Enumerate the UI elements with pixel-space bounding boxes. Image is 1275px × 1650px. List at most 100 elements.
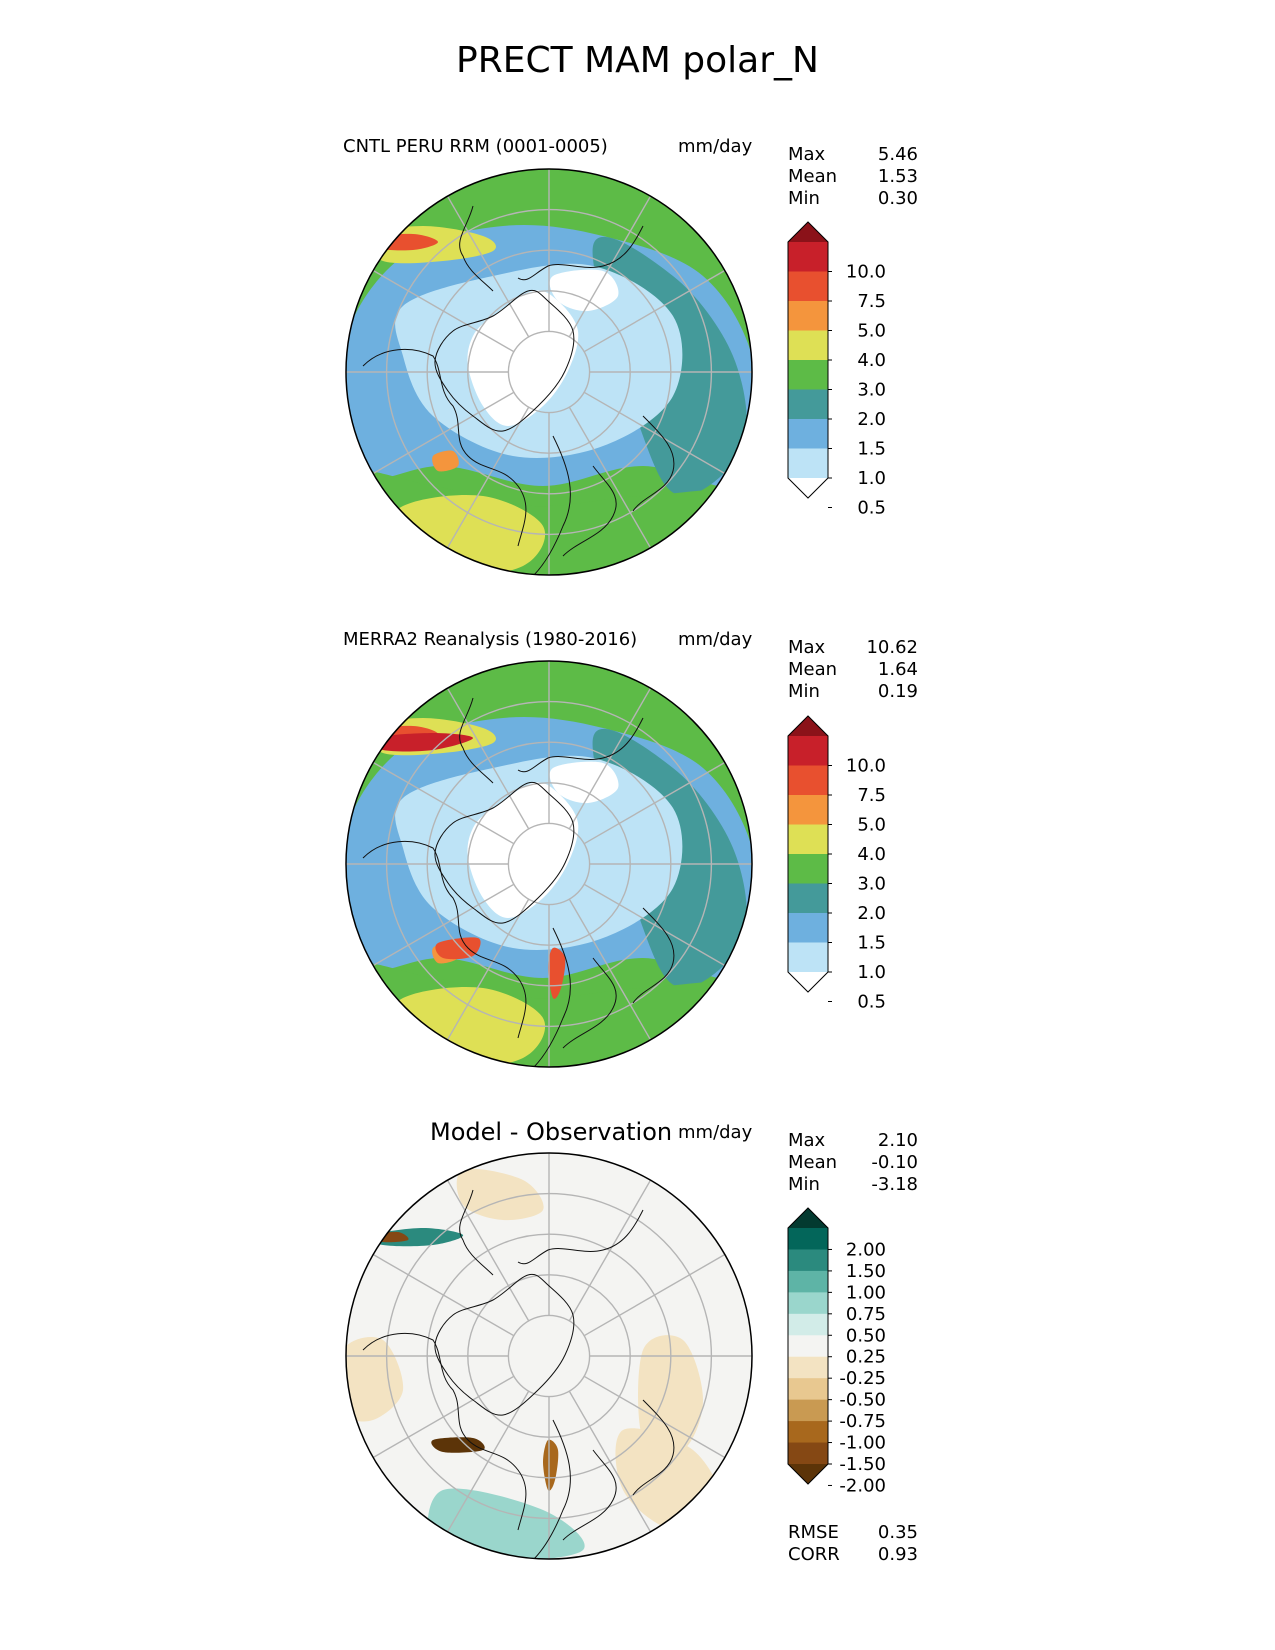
- map-border: [345, 1152, 753, 1560]
- coastline-segment: [517, 1209, 644, 1265]
- stat-label: Mean: [788, 1152, 838, 1173]
- colorbar-box: [788, 1399, 828, 1422]
- stat-label: Max: [788, 144, 826, 165]
- stat-label: Min: [788, 188, 820, 209]
- colorbar-tick-label: 0.50: [846, 1325, 886, 1346]
- colorbar-tick-label: 1.00: [846, 1282, 886, 1303]
- colorbar-tick-label: -2.00: [839, 1475, 886, 1496]
- meridian-line: [568, 1390, 652, 1533]
- colorbar-box: [788, 1378, 828, 1401]
- stat-label: Mean: [788, 659, 838, 680]
- stat-value: 10.62: [866, 637, 918, 658]
- colorbar-extension-bottom: [788, 972, 828, 992]
- colorbar-tick-label: 1.0: [857, 962, 886, 983]
- colorbar-tick-label: -1.00: [839, 1433, 886, 1454]
- colorbar-tick-label: 1.5: [857, 439, 886, 460]
- panel-1-units: mm/day: [678, 136, 753, 157]
- stat-value: 0.30: [877, 188, 918, 209]
- polar-map-observation: [345, 660, 753, 1068]
- colorbar-box: [788, 1292, 828, 1315]
- meridian-line: [568, 195, 652, 338]
- panel-3-units: mm/day: [678, 1122, 753, 1143]
- colorbar-box: [788, 913, 828, 943]
- colorbar-tick-label: -0.75: [839, 1411, 886, 1432]
- meridian-line: [583, 883, 726, 967]
- map-fill: [346, 169, 752, 575]
- colorbar-box: [788, 1442, 828, 1465]
- meridian-line: [372, 269, 515, 353]
- colorbar-box: [788, 765, 828, 796]
- colorbar-model: 10.0 7.5 5.0 4.0 3.0 2.0 1.5 1.0 0.5: [787, 221, 886, 519]
- meridian-line: [372, 883, 515, 967]
- colorbar-extension-top: [788, 222, 828, 242]
- colorbar-extension-top: [788, 716, 828, 736]
- figure-title: PRECT MAM polar_N: [456, 40, 819, 81]
- colorbar-difference: 2.001.501.000.750.500.25-0.25-0.50-0.75-…: [787, 1207, 886, 1496]
- coastline-segment: [459, 205, 494, 292]
- colorbar-box: [788, 1421, 828, 1444]
- colorbar-tick-label: 2.0: [857, 903, 886, 924]
- greenland-coast: [434, 781, 575, 924]
- meridian-line: [583, 391, 726, 475]
- colorbar-box: [788, 419, 828, 449]
- colorbar-tick-label: 1.0: [857, 468, 886, 489]
- colorbar-box: [788, 854, 828, 884]
- colorbar-tick-label: 0.5: [857, 992, 886, 1013]
- colorbar-box: [788, 360, 828, 390]
- colorbar-box: [788, 1313, 828, 1336]
- meridian-line: [583, 1375, 726, 1459]
- colorbar-box: [788, 271, 828, 302]
- meridian-line: [446, 1390, 530, 1533]
- colorbar-tick-label: 10.0: [846, 262, 886, 283]
- metric-value: 0.93: [877, 1544, 918, 1565]
- stat-value: -0.10: [871, 1152, 918, 1173]
- field-region: [435, 937, 481, 960]
- colorbar-tick-label: -0.50: [839, 1390, 886, 1411]
- meridian-line: [446, 406, 530, 549]
- colorbar-tick-label: 10.0: [846, 756, 886, 777]
- coastlines: [362, 205, 675, 575]
- field-region: [456, 1168, 544, 1221]
- graticule: [346, 169, 752, 575]
- colorbar-tick-label: 2.0: [857, 409, 886, 430]
- colorbar-tick-label: 0.75: [846, 1304, 886, 1325]
- stat-label: Min: [788, 1174, 820, 1195]
- coastline-segment: [562, 465, 617, 557]
- colorbar-tick-label: 7.5: [857, 291, 886, 312]
- coastline-segment: [632, 907, 675, 1004]
- colorbar-box: [788, 1335, 828, 1358]
- stat-value: 2.10: [877, 1130, 918, 1151]
- colorbar-extension-bottom: [788, 1464, 828, 1484]
- stat-label: Min: [788, 681, 820, 702]
- meridian-line: [372, 1375, 515, 1459]
- meridian-line: [446, 195, 530, 338]
- meridian-line: [372, 391, 515, 475]
- stat-value: -3.18: [871, 1174, 918, 1195]
- colorbar-box: [788, 1356, 828, 1379]
- panel-3-title: Model - Observation: [430, 1118, 673, 1146]
- colorbar-tick-label: 3.0: [857, 874, 886, 895]
- meridian-line: [568, 1179, 652, 1322]
- colorbar-tick-label: 4.0: [857, 844, 886, 865]
- colorbar-observation: 10.0 7.5 5.0 4.0 3.0 2.0 1.5 1.0 0.5: [787, 715, 886, 1013]
- colorbar-tick-label: 5.0: [857, 321, 886, 342]
- coastline-segment: [459, 697, 494, 784]
- map-border: [345, 660, 753, 1068]
- colorbar-box: [788, 824, 828, 855]
- coastline-segment: [532, 927, 571, 1067]
- colorbar-tick-label: -1.50: [839, 1454, 886, 1475]
- stat-value: 5.46: [877, 144, 918, 165]
- colorbar-tick-label: 4.0: [857, 350, 886, 371]
- meridian-line: [583, 1253, 726, 1337]
- meridian-line: [568, 898, 652, 1041]
- panel-2-units: mm/day: [678, 629, 753, 650]
- colorbar-tick-label: 7.5: [857, 785, 886, 806]
- map-border: [345, 168, 753, 576]
- metric-value: 0.35: [877, 1522, 918, 1543]
- colorbar-box: [788, 1270, 828, 1293]
- field-region: [431, 1437, 485, 1453]
- metric-label: RMSE: [788, 1522, 839, 1543]
- greenland-coast: [434, 289, 575, 432]
- coastline-segment: [459, 1189, 494, 1276]
- panel-1-stats: Max 5.46 Mean 1.53 Min 0.30: [788, 144, 918, 210]
